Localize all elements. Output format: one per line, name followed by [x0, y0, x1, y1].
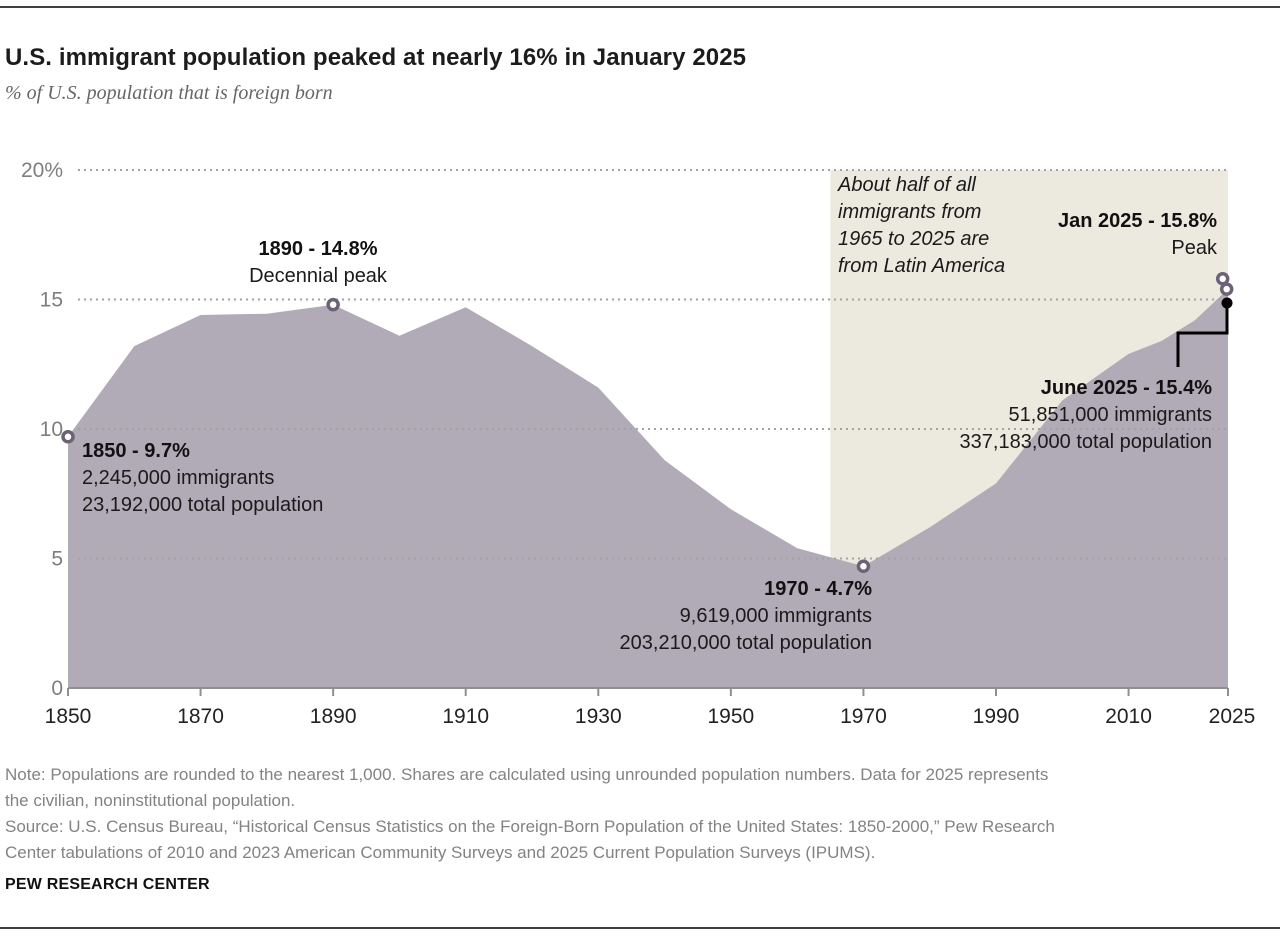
y-axis-label-20: 20% [21, 159, 63, 182]
annotation-1890: 1890 - 14.8% Decennial peak [168, 236, 468, 290]
annotation-1970: 1970 - 4.7% 9,619,000 immigrants 203,210… [452, 576, 872, 657]
marker-1850 [61, 430, 75, 444]
pew-research-center-brand: PEW RESEARCH CENTER [5, 876, 210, 893]
annotation-june-2025: June 2025 - 15.4% 51,851,000 immigrants … [892, 375, 1212, 456]
annotation-latin-america-line4: from Latin America [838, 255, 1006, 277]
source-line-1: Source: U.S. Census Bureau, “Historical … [5, 817, 1055, 836]
y-axis-label-0: 0 [51, 677, 63, 700]
annotation-1850-value: 1850 - 9.7% [82, 440, 190, 462]
y-axis-label-5: 5 [51, 548, 63, 571]
annotation-jan-2025-caption: Peak [1171, 237, 1217, 259]
x-axis-label-1850: 1850 [45, 705, 92, 728]
source-line-2: Center tabulations of 2010 and 2023 Amer… [5, 843, 876, 862]
x-axis-label-2010: 2010 [1105, 705, 1152, 728]
callout-connector [1176, 303, 1229, 367]
annotation-1970-population: 203,210,000 total population [619, 632, 872, 654]
marker-1890-decennial-peak [326, 297, 340, 312]
note-line-1: Note: Populations are rounded to the nea… [5, 765, 1049, 784]
annotation-latin-america-line1: About half of all [838, 174, 976, 196]
marker-1970 [856, 559, 871, 574]
note-line-2: the civilian, noninstitutional populatio… [5, 791, 296, 810]
annotation-june-2025-immigrants: 51,851,000 immigrants [1008, 404, 1212, 426]
annotation-latin-america: About half of all immigrants from 1965 t… [838, 172, 1068, 280]
callout-anchor-dot [1221, 297, 1233, 309]
x-axis-label-1950: 1950 [707, 705, 754, 728]
x-axis-label-2025: 2025 [1209, 705, 1256, 728]
chart-subtitle: % of U.S. population that is foreign bor… [5, 82, 333, 104]
annotation-jan-2025: Jan 2025 - 15.8% Peak [957, 208, 1217, 262]
marker-jan-2025-peak [1215, 272, 1230, 286]
annotation-1970-immigrants: 9,619,000 immigrants [679, 605, 872, 627]
x-axis-label-1930: 1930 [575, 705, 622, 728]
annotation-1850-immigrants: 2,245,000 immigrants [82, 467, 275, 489]
annotation-latin-america-line2: immigrants from [838, 201, 982, 223]
page-title: U.S. immigrant population peaked at near… [5, 44, 747, 72]
annotation-june-2025-value: June 2025 - 15.4% [1040, 377, 1212, 399]
annotation-1970-value: 1970 - 4.7% [764, 578, 872, 600]
annotation-1890-value: 1890 - 14.8% [258, 238, 378, 260]
area-fill [68, 289, 1228, 688]
annotation-jan-2025-value: Jan 2025 - 15.8% [1058, 210, 1217, 232]
x-axis-label-1870: 1870 [177, 705, 224, 728]
annotation-1850-population: 23,192,000 total population [82, 494, 324, 516]
annotation-latin-america-line3: 1965 to 2025 are [838, 228, 990, 250]
y-axis-label-15: 15 [40, 289, 63, 312]
bottom-divider [0, 927, 1280, 929]
top-divider [0, 6, 1280, 8]
x-axis-label-1890: 1890 [310, 705, 357, 728]
annotation-1890-caption: Decennial peak [249, 265, 387, 287]
x-axis-label-1970: 1970 [840, 705, 887, 728]
x-axis-label-1910: 1910 [442, 705, 489, 728]
annotation-1850: 1850 - 9.7% 2,245,000 immigrants 23,192,… [82, 438, 323, 519]
marker-june-2025 [1219, 282, 1234, 296]
annotation-june-2025-population: 337,183,000 total population [959, 431, 1212, 453]
x-axis-label-1990: 1990 [973, 705, 1020, 728]
y-axis-label-10: 10 [40, 418, 63, 441]
